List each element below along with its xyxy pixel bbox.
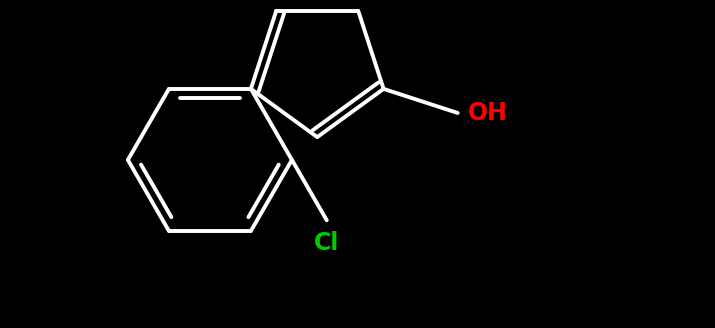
Text: O: O bbox=[355, 0, 375, 1]
Text: Cl: Cl bbox=[314, 231, 340, 255]
Text: N: N bbox=[262, 0, 282, 1]
Text: OH: OH bbox=[468, 101, 508, 125]
